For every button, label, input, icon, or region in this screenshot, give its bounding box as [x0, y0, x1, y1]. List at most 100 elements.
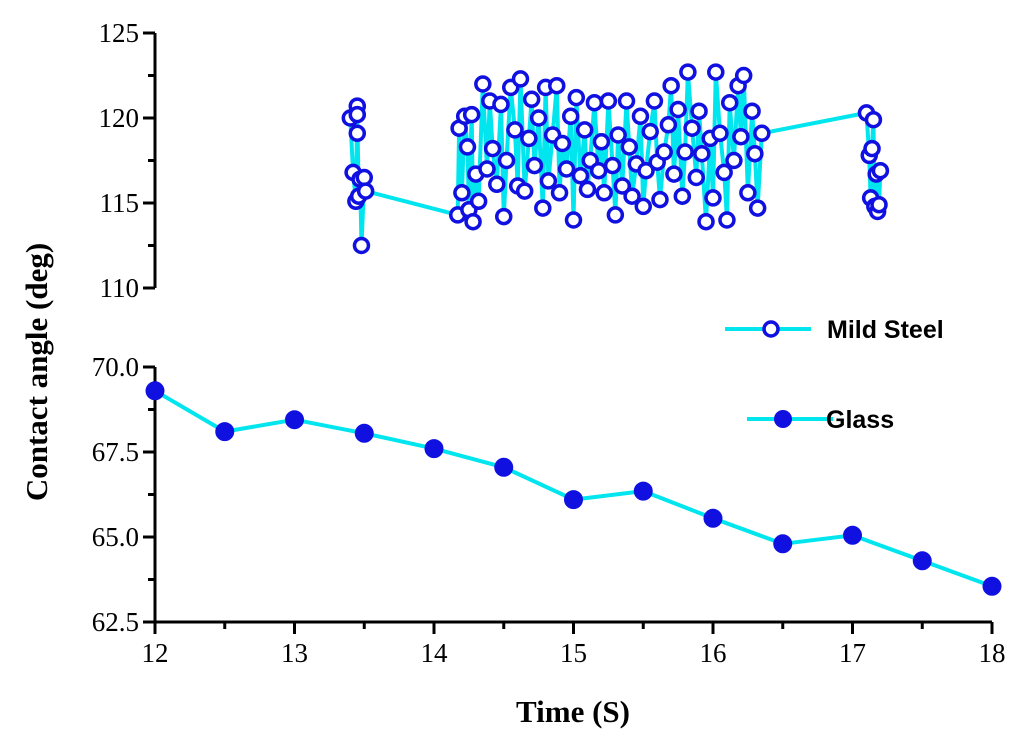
y-axis-title: Contact angle (deg)	[19, 243, 54, 501]
glass-point	[912, 551, 932, 571]
mild-steel-point	[743, 102, 761, 120]
mild-steel-point	[557, 160, 576, 178]
x-tick-label: 15	[560, 638, 587, 668]
legend-glass-marker	[774, 410, 792, 428]
mild-steel-point	[589, 161, 608, 180]
mild-steel-point	[525, 156, 544, 175]
mild-steel-point	[748, 199, 767, 217]
mild-steel-point	[631, 107, 650, 126]
mild-steel-point	[651, 190, 669, 209]
x-tick-label: 17	[839, 638, 866, 668]
mild-steel-point	[592, 133, 611, 151]
mild-steel-point	[348, 105, 367, 124]
mild-steel-point	[585, 93, 604, 112]
glass-point	[773, 534, 793, 554]
glass-point	[982, 576, 1002, 596]
mild-steel-point	[715, 163, 733, 182]
x-tick-label: 13	[281, 638, 308, 668]
glass-point	[703, 508, 723, 528]
mild-steel-point	[704, 189, 722, 207]
mild-steel-point	[520, 129, 538, 148]
glass-point	[145, 381, 165, 401]
mild-steel-point	[693, 144, 711, 163]
mild-steel-point	[529, 109, 548, 127]
mild-steel-point	[669, 100, 687, 119]
mild-steel-point	[634, 197, 652, 216]
mild-steel-point	[753, 124, 771, 143]
mild-steel-point	[864, 110, 883, 129]
mild-steel-point	[683, 119, 701, 137]
x-axis-title: Time (S)	[516, 694, 630, 729]
mild-steel-point	[679, 63, 697, 81]
y-tick-label: 62.5	[92, 607, 139, 637]
mild-steel-point	[548, 76, 566, 95]
mild-steel-point	[553, 134, 572, 153]
glass-point	[494, 457, 514, 477]
glass-point	[215, 422, 235, 442]
glass-point	[633, 481, 653, 501]
mild-steel-point	[539, 172, 558, 190]
mild-steel-point	[478, 160, 496, 178]
y-tick-label: 125	[99, 18, 140, 48]
mild-steel-point	[871, 161, 890, 180]
mild-steel-point	[673, 187, 692, 205]
mild-steel-point	[561, 107, 580, 126]
mild-steel-point	[550, 184, 569, 202]
glass-point	[354, 423, 374, 443]
mild-steel-point	[515, 182, 534, 200]
x-tick-label: 12	[142, 638, 169, 668]
mild-steel-point	[697, 212, 715, 231]
y-tick-label: 70.0	[92, 352, 139, 382]
y-tick-label: 110	[100, 273, 140, 303]
mild-steel-point	[352, 236, 371, 255]
legend-mild-steel-label: Mild Steel	[827, 316, 944, 344]
mild-steel-point	[511, 70, 530, 88]
mild-steel-point	[870, 195, 888, 214]
mild-steel-point	[453, 184, 471, 202]
mild-steel-point	[720, 93, 739, 112]
mild-steel-point	[464, 212, 482, 231]
x-tick-label: 16	[700, 638, 727, 668]
mild-steel-point	[732, 127, 750, 146]
mild-steel-point	[623, 187, 641, 205]
mild-steel-point	[665, 165, 683, 183]
mild-steel-point	[687, 168, 706, 187]
mild-steel-point	[707, 63, 725, 81]
mild-steel-point	[603, 156, 622, 175]
glass-point	[843, 525, 862, 545]
mild-steel-point	[497, 151, 516, 170]
x-tick-label: 14	[421, 638, 449, 668]
mild-steel-point	[578, 180, 597, 199]
mild-steel-point	[641, 122, 659, 141]
legend-mild-steel-marker	[762, 320, 780, 338]
legend-glass-label: Glass	[826, 406, 894, 434]
mild-steel-point	[725, 151, 743, 170]
mild-steel-point	[739, 184, 757, 202]
mild-steel-point	[348, 124, 367, 143]
y-tick-label: 65.0	[92, 522, 139, 552]
mild-steel-point	[356, 182, 375, 200]
mild-steel-point	[564, 211, 583, 229]
mild-steel-point	[355, 168, 373, 187]
mild-steel-point	[488, 175, 506, 194]
mild-steel-point	[492, 95, 510, 114]
y-tick-label: 120	[99, 103, 140, 133]
mild-steel-point	[645, 92, 664, 110]
mild-steel-point	[746, 144, 764, 163]
mild-steel-point	[575, 121, 594, 139]
mild-steel-point	[458, 138, 477, 156]
mild-steel-point	[474, 75, 492, 93]
mild-steel-point	[599, 92, 618, 110]
mild-steel-point	[734, 66, 753, 85]
y-tick-label: 115	[100, 188, 140, 218]
mild-steel-point	[595, 184, 613, 202]
mild-steel-point	[534, 199, 552, 217]
mild-steel-point	[863, 139, 881, 158]
mild-steel-point	[609, 126, 627, 144]
glass-point	[285, 410, 304, 430]
mild-steel-point	[495, 207, 513, 226]
glass-point	[424, 439, 444, 459]
mild-steel-point	[483, 139, 502, 158]
